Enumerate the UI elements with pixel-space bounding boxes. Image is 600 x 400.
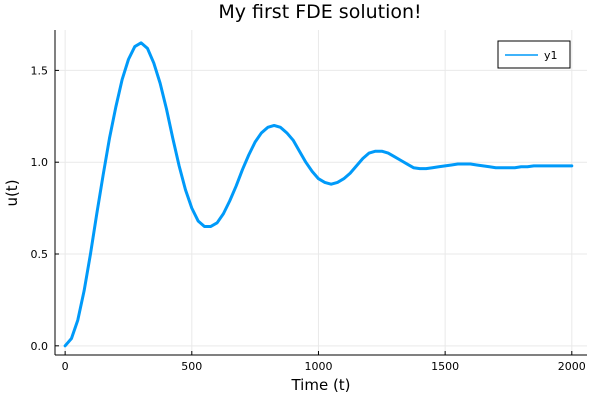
chart-title: My first FDE solution! [218, 1, 421, 23]
ticks-layer: 0 500 1000 1500 2000 0.0 0.5 1.0 1.5 [31, 64, 586, 373]
y-tick-label: 1.0 [31, 156, 49, 169]
x-tick-label: 500 [181, 360, 202, 373]
legend-label: y1 [544, 49, 558, 62]
y-tick-label: 0.5 [31, 248, 49, 261]
x-tick-label: 1500 [431, 360, 459, 373]
y-axis-label: u(t) [3, 179, 21, 206]
series-layer [63, 41, 574, 348]
series-line-y1 [63, 41, 574, 348]
x-axis-label: Time (t) [290, 376, 350, 394]
y-tick-label: 0.0 [31, 340, 49, 353]
x-tick-label: 1000 [304, 360, 332, 373]
legend: y1 [497, 40, 571, 69]
y-tick-label: 1.5 [31, 64, 49, 77]
x-tick-label: 2000 [558, 360, 586, 373]
grid-layer [55, 30, 587, 355]
axes-layer [54, 30, 587, 356]
x-tick-label: 0 [62, 360, 69, 373]
